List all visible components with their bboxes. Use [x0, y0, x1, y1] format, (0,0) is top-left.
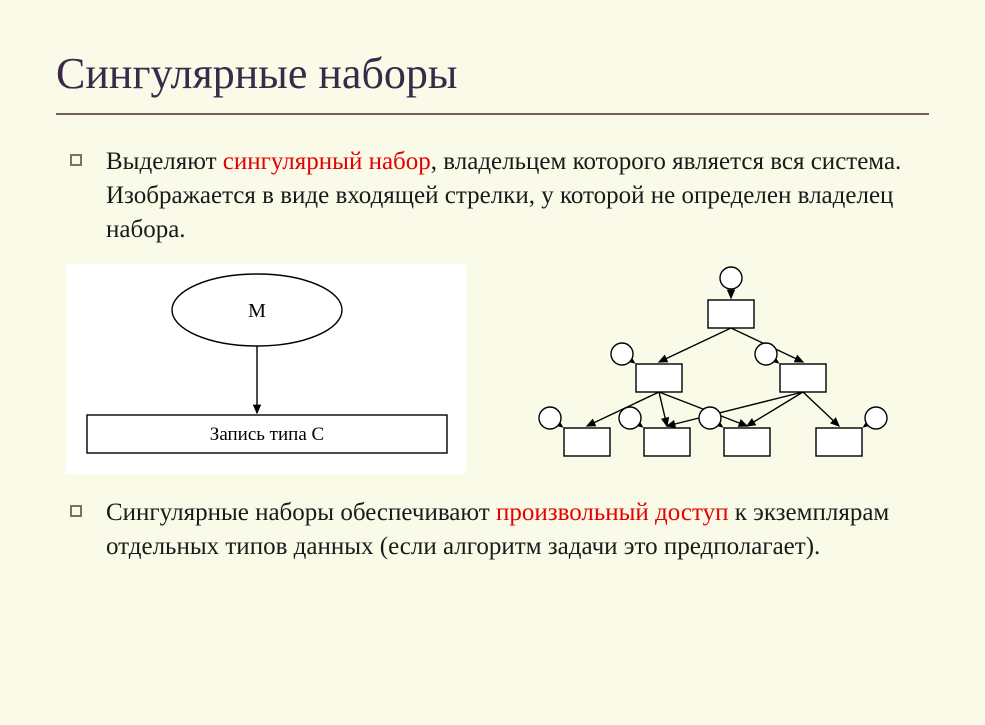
title-underline — [56, 113, 929, 115]
slide-title: Сингулярные наборы — [56, 48, 929, 99]
bullet-item-2: Сингулярные наборы обеспечивают произвол… — [106, 496, 929, 564]
bullet-marker-icon — [70, 505, 82, 517]
bullet2-highlight: произвольный доступ — [496, 499, 729, 526]
right-diagram — [526, 264, 916, 474]
svg-text:Запись типа C: Запись типа C — [210, 424, 324, 445]
bullet-item-1: Выделяют сингулярный набор, владельцем к… — [106, 145, 929, 246]
bullet-marker-icon — [70, 154, 82, 166]
bullet1-highlight: сингулярный набор — [223, 148, 431, 175]
bullet1-pre: Выделяют — [106, 148, 223, 175]
left-diagram: M Запись типа C — [66, 264, 466, 474]
svg-text:M: M — [248, 300, 266, 322]
bullet2-pre: Сингулярные наборы обеспечивают — [106, 499, 496, 526]
